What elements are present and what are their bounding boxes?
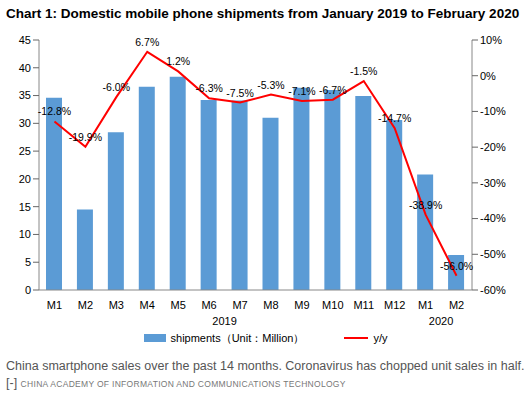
html-text:Chart 1: Domestic mobile phone: Chart 1: Domestic mobile phone shipments… <box>6 6 520 21</box>
svg-text:-6.0%: -6.0% <box>103 81 130 93</box>
svg-text:35: 35 <box>19 89 31 101</box>
svg-text:2019: 2019 <box>212 315 236 326</box>
svg-text:M2: M2 <box>449 299 464 311</box>
svg-text:0: 0 <box>25 284 31 296</box>
svg-text:2020: 2020 <box>429 315 453 326</box>
svg-text:M1: M1 <box>418 299 433 311</box>
svg-text:10%: 10% <box>480 34 502 46</box>
svg-text:-7.1%: -7.1% <box>288 85 315 97</box>
svg-text:M11: M11 <box>353 299 374 311</box>
svg-text:40: 40 <box>19 62 31 74</box>
svg-text:-1.5%: -1.5% <box>350 65 377 77</box>
svg-text:-14.7%: -14.7% <box>378 112 411 124</box>
svg-text:M5: M5 <box>171 299 186 311</box>
svg-text:M8: M8 <box>263 299 278 311</box>
svg-text:-38.9%: -38.9% <box>409 199 442 211</box>
svg-text:5: 5 <box>25 256 31 268</box>
svg-text:M7: M7 <box>232 299 247 311</box>
svg-text:M10: M10 <box>322 299 343 311</box>
svg-text:-40%: -40% <box>480 212 506 224</box>
svg-text:M1: M1 <box>47 299 62 311</box>
svg-text:M3: M3 <box>109 299 124 311</box>
svg-text:10: 10 <box>19 228 31 240</box>
svg-text:M4: M4 <box>140 299 155 311</box>
svg-text:25: 25 <box>19 145 31 157</box>
svg-text:0%: 0% <box>480 70 496 82</box>
svg-text:6.7%: 6.7% <box>135 36 159 48</box>
html-text:China smartphone sales over th: China smartphone sales over the past 14 … <box>6 359 525 390</box>
svg-text:-56.0%: -56.0% <box>440 260 473 272</box>
svg-text:M9: M9 <box>294 299 309 311</box>
svg-text:-12.8%: -12.8% <box>38 105 71 117</box>
svg-text:-60%: -60% <box>480 284 506 296</box>
svg-text:20: 20 <box>19 173 31 185</box>
svg-text:-7.5%: -7.5% <box>226 87 253 99</box>
svg-text:-19.9%: -19.9% <box>69 131 102 143</box>
svg-text:-50%: -50% <box>480 248 506 260</box>
svg-text:-30%: -30% <box>480 177 506 189</box>
svg-text:M12: M12 <box>384 299 405 311</box>
html-text:shipments（Unit：Million）: shipments（Unit：Million） <box>170 331 305 344</box>
svg-text:15: 15 <box>19 201 31 213</box>
svg-text:-6.7%: -6.7% <box>319 84 346 96</box>
svg-text:45: 45 <box>19 34 31 46</box>
svg-text:-6.3%: -6.3% <box>195 82 222 94</box>
svg-text:30: 30 <box>19 117 31 129</box>
svg-text:-10%: -10% <box>480 105 506 117</box>
svg-text:M6: M6 <box>201 299 216 311</box>
svg-text:-20%: -20% <box>480 141 506 153</box>
svg-text:1.2%: 1.2% <box>166 55 190 67</box>
html-text:y/y: y/y <box>373 332 388 344</box>
svg-text:M2: M2 <box>78 299 93 311</box>
svg-text:-5.3%: -5.3% <box>257 79 284 91</box>
